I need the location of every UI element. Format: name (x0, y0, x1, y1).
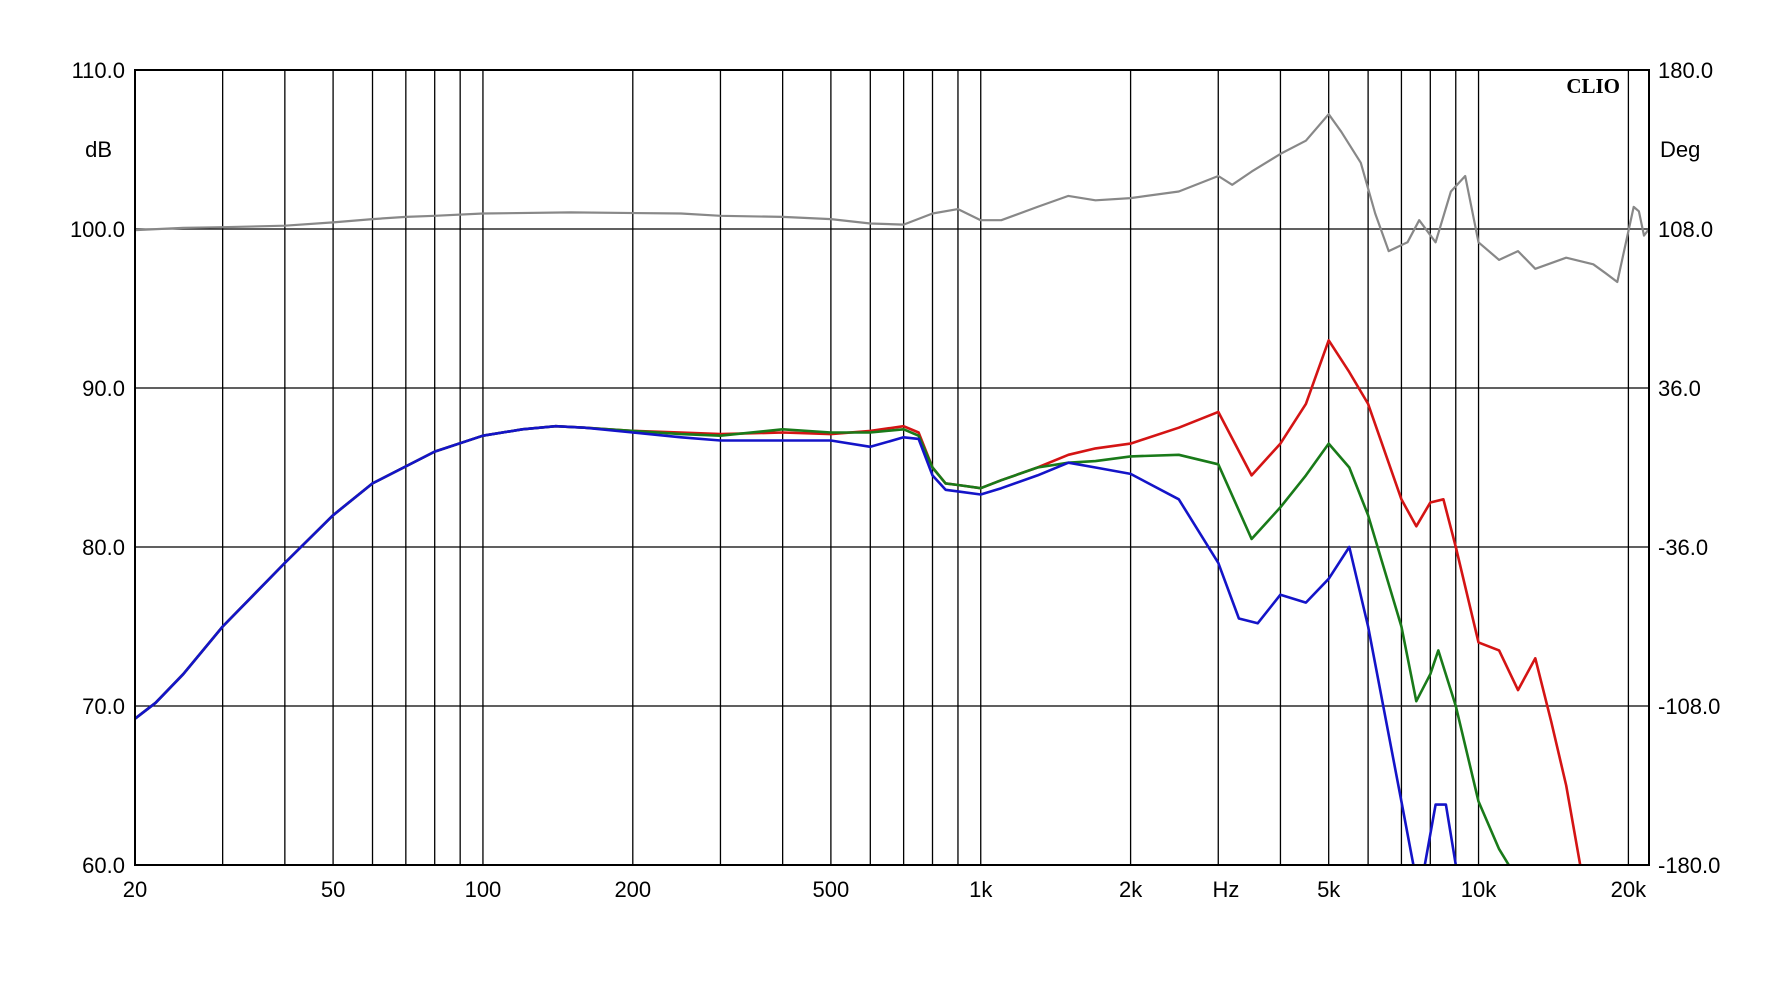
y-tick-label: 60.0 (82, 853, 125, 878)
y2-tick-label: 180.0 (1658, 58, 1713, 83)
y-tick-label: 70.0 (82, 694, 125, 719)
x-tick-label: 100 (465, 877, 502, 902)
y-tick-label: 100.0 (70, 217, 125, 242)
x-tick-label: 1k (969, 877, 993, 902)
x-tick-label: 5k (1317, 877, 1341, 902)
axis-labels: dB Deg CLIO Hz 110.0 100.0 90.0 80.0 70.0 60.… (70, 58, 1720, 902)
y-tick-label: 80.0 (82, 535, 125, 560)
x-axis-unit-label: Hz (1213, 877, 1240, 902)
response-curve-3 (135, 424, 1415, 865)
y2-tick-label: 36.0 (1658, 376, 1701, 401)
y-axis-unit-label: dB (85, 137, 112, 162)
brand-logo-text: CLIO (1566, 74, 1620, 98)
y2-tick-label: -180.0 (1658, 853, 1720, 878)
grid-lines (135, 70, 1649, 865)
y2-axis-unit-label: Deg (1660, 137, 1700, 162)
y-tick-label: 110.0 (72, 58, 125, 83)
series-curves (135, 113, 1649, 865)
x-tick-label: 50 (321, 877, 345, 902)
x-tick-label: 20 (123, 877, 147, 902)
y2-tick-label: 108.0 (1658, 217, 1713, 242)
plot-background (135, 70, 1649, 865)
x-tick-label: 20k (1611, 877, 1647, 902)
x-tick-label: 500 (813, 877, 850, 902)
x-tick-label: 2k (1119, 877, 1143, 902)
y-tick-label: 90.0 (82, 376, 125, 401)
x-tick-label: 200 (614, 877, 651, 902)
response-curve-4 (1423, 803, 1458, 865)
phase-curve (135, 113, 1649, 284)
y2-tick-label: -108.0 (1658, 694, 1720, 719)
y2-tick-label: -36.0 (1658, 535, 1708, 560)
plot-frame (134, 69, 1650, 866)
x-tick-label: 10k (1461, 877, 1497, 902)
